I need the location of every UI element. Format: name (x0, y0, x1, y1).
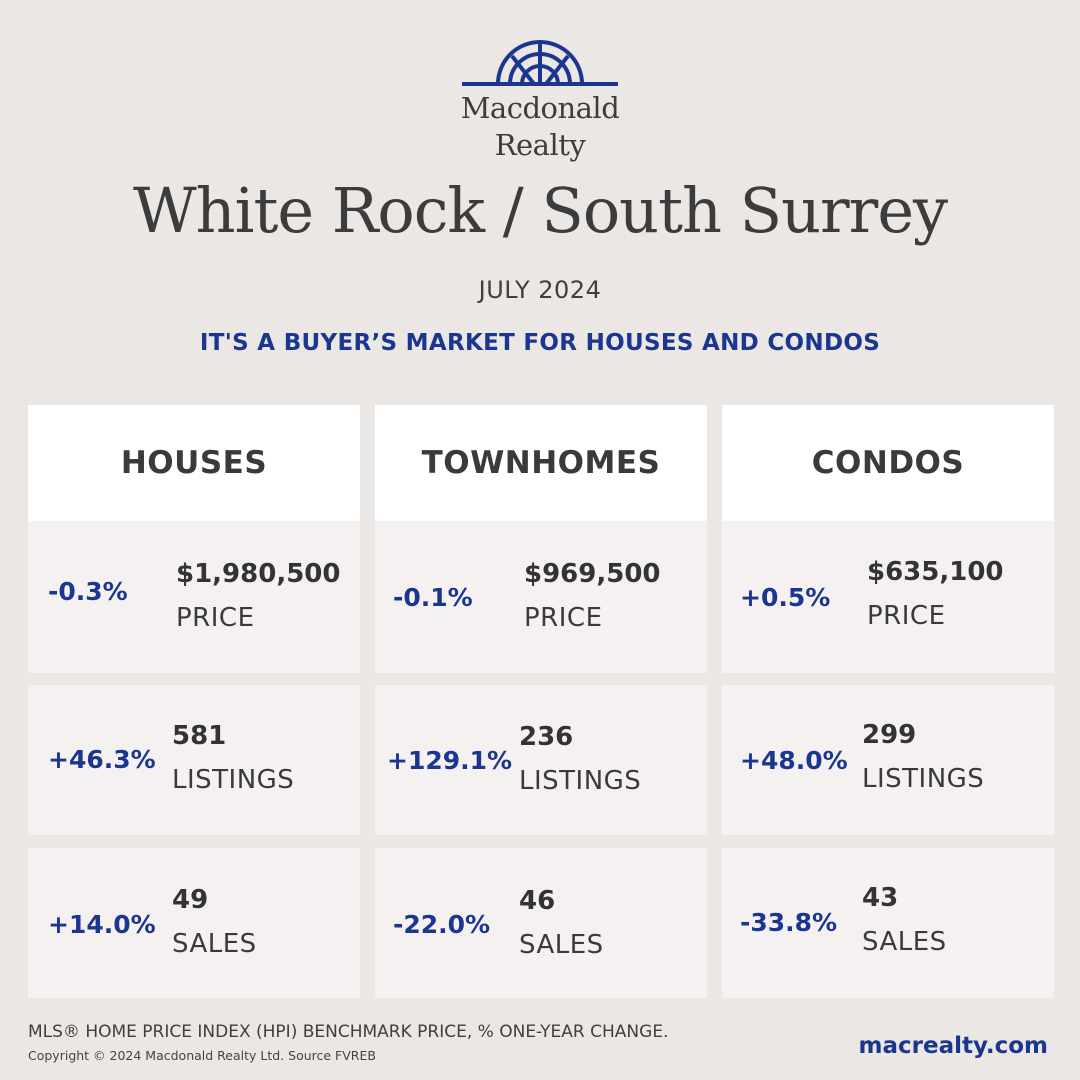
page-title: White Rock / South Surrey (132, 174, 948, 247)
houses-listings-value: 581 (172, 721, 227, 751)
logo-line-2: Realty (494, 128, 586, 162)
houses-price-label: PRICE (176, 603, 255, 633)
houses-sales-label: SALES (172, 929, 257, 959)
condos-listings-value: 299 (862, 720, 917, 750)
condos-column: CONDOS +0.5% $635,100 PRICE +48.0% 299 L… (722, 405, 1054, 998)
townhomes-listings-change: +129.1% (387, 746, 513, 775)
copyright-notice: Copyright © 2024 Macdonald Realty Ltd. S… (28, 1048, 376, 1063)
townhomes-header: TOWNHOMES (375, 405, 707, 521)
houses-column: HOUSES -0.3% $1,980,500 PRICE +46.3% 581… (28, 405, 360, 998)
market-tagline: IT'S A BUYER’S MARKET FOR HOUSES AND CON… (199, 330, 881, 356)
houses-price-value: $1,980,500 (176, 559, 341, 589)
townhomes-sales-label: SALES (519, 930, 604, 960)
townhomes-price-change: -0.1% (393, 583, 473, 612)
houses-listings-label: LISTINGS (172, 765, 295, 795)
townhomes-listings-card: +129.1% 236 LISTINGS (375, 685, 707, 835)
condos-header: CONDOS (722, 405, 1054, 521)
houses-price-card: -0.3% $1,980,500 PRICE (28, 521, 360, 673)
townhomes-price-value: $969,500 (524, 559, 661, 589)
report-date: JULY 2024 (478, 276, 602, 304)
houses-sales-value: 49 (172, 885, 209, 915)
townhomes-listings-label: LISTINGS (519, 766, 642, 796)
condos-sales-change: -33.8% (740, 908, 838, 937)
condos-sales-value: 43 (862, 883, 899, 913)
townhomes-sales-card: -22.0% 46 SALES (375, 848, 707, 998)
website-link[interactable]: macrealty.com (858, 1033, 1048, 1059)
condos-price-label: PRICE (867, 601, 946, 631)
condos-listings-change: +48.0% (740, 746, 848, 775)
logo-line-1: Macdonald (460, 91, 620, 125)
townhomes-listings-value: 236 (519, 722, 574, 752)
houses-sales-card: +14.0% 49 SALES (28, 848, 360, 998)
townhomes-sales-change: -22.0% (393, 910, 491, 939)
condos-price-change: +0.5% (740, 583, 831, 612)
condos-price-value: $635,100 (867, 557, 1004, 587)
condos-price-card: +0.5% $635,100 PRICE (722, 521, 1054, 673)
houses-sales-change: +14.0% (48, 910, 156, 939)
townhomes-sales-value: 46 (519, 886, 556, 916)
condos-sales-label: SALES (862, 927, 947, 957)
houses-price-change: -0.3% (48, 577, 128, 606)
hpi-footnote: MLS® HOME PRICE INDEX (HPI) BENCHMARK PR… (28, 1022, 669, 1042)
houses-listings-card: +46.3% 581 LISTINGS (28, 685, 360, 835)
condos-listings-card: +48.0% 299 LISTINGS (722, 685, 1054, 835)
townhomes-price-label: PRICE (524, 603, 603, 633)
houses-listings-change: +46.3% (48, 745, 156, 774)
logo-mark-icon (462, 40, 618, 86)
condos-sales-card: -33.8% 43 SALES (722, 848, 1054, 998)
houses-header: HOUSES (28, 405, 360, 521)
townhomes-column: TOWNHOMES -0.1% $969,500 PRICE +129.1% 2… (375, 405, 707, 998)
condos-listings-label: LISTINGS (862, 764, 985, 794)
macdonald-realty-logo: Macdonald Realty (0, 38, 1080, 162)
townhomes-price-card: -0.1% $969,500 PRICE (375, 521, 707, 673)
